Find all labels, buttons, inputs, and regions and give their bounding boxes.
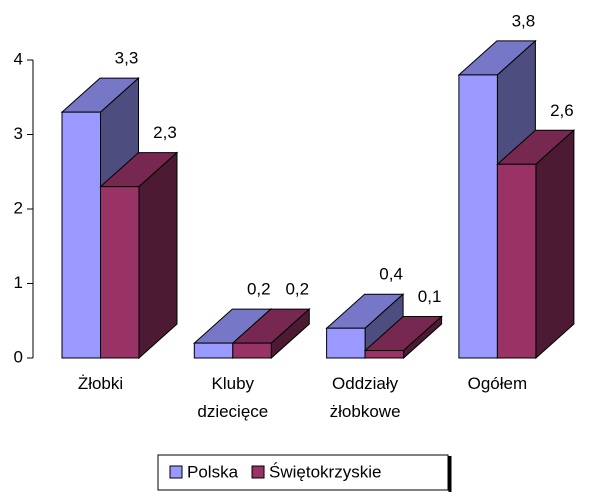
x-tick-label: Kluby dziecięce (197, 374, 268, 421)
x-tick-label: Oddziały żłobkowe (330, 374, 401, 421)
value-label: 0,2 (285, 280, 309, 299)
bar-front (364, 350, 405, 359)
legend-label: Świętokrzyskie (269, 462, 381, 481)
y-tick-label: 3 (14, 124, 23, 143)
bar-side (535, 129, 575, 360)
y-tick-label: 2 (14, 198, 23, 217)
bar-front (232, 342, 272, 359)
value-label: 3,3 (115, 49, 139, 68)
legend-swatch (169, 465, 183, 479)
x-tick-label: Ogółem (468, 374, 528, 393)
bar-front (458, 74, 498, 359)
bar-front (193, 342, 234, 359)
bar-front (496, 163, 537, 359)
bar-front (61, 111, 101, 359)
value-label: 2,6 (550, 101, 574, 120)
x-tick-label: Żłobki (78, 374, 123, 393)
value-label: 0,1 (418, 287, 442, 306)
bar (99, 151, 179, 360)
value-label: 0,2 (247, 280, 271, 299)
bar (496, 129, 576, 360)
value-label: 2,3 (153, 123, 177, 142)
legend-swatch (251, 465, 265, 479)
bar (363, 315, 443, 360)
y-tick-label: 4 (14, 49, 23, 68)
value-label: 0,4 (379, 265, 403, 284)
y-tick-label: 0 (14, 347, 23, 366)
legend-box (157, 454, 449, 491)
y-tick-label: 1 (14, 273, 23, 292)
bar-front (326, 327, 366, 359)
legend-label: Polska (187, 462, 239, 481)
value-label: 3,8 (512, 11, 536, 30)
bar-front (100, 186, 140, 359)
bar-side (138, 151, 178, 360)
bar (231, 307, 311, 360)
